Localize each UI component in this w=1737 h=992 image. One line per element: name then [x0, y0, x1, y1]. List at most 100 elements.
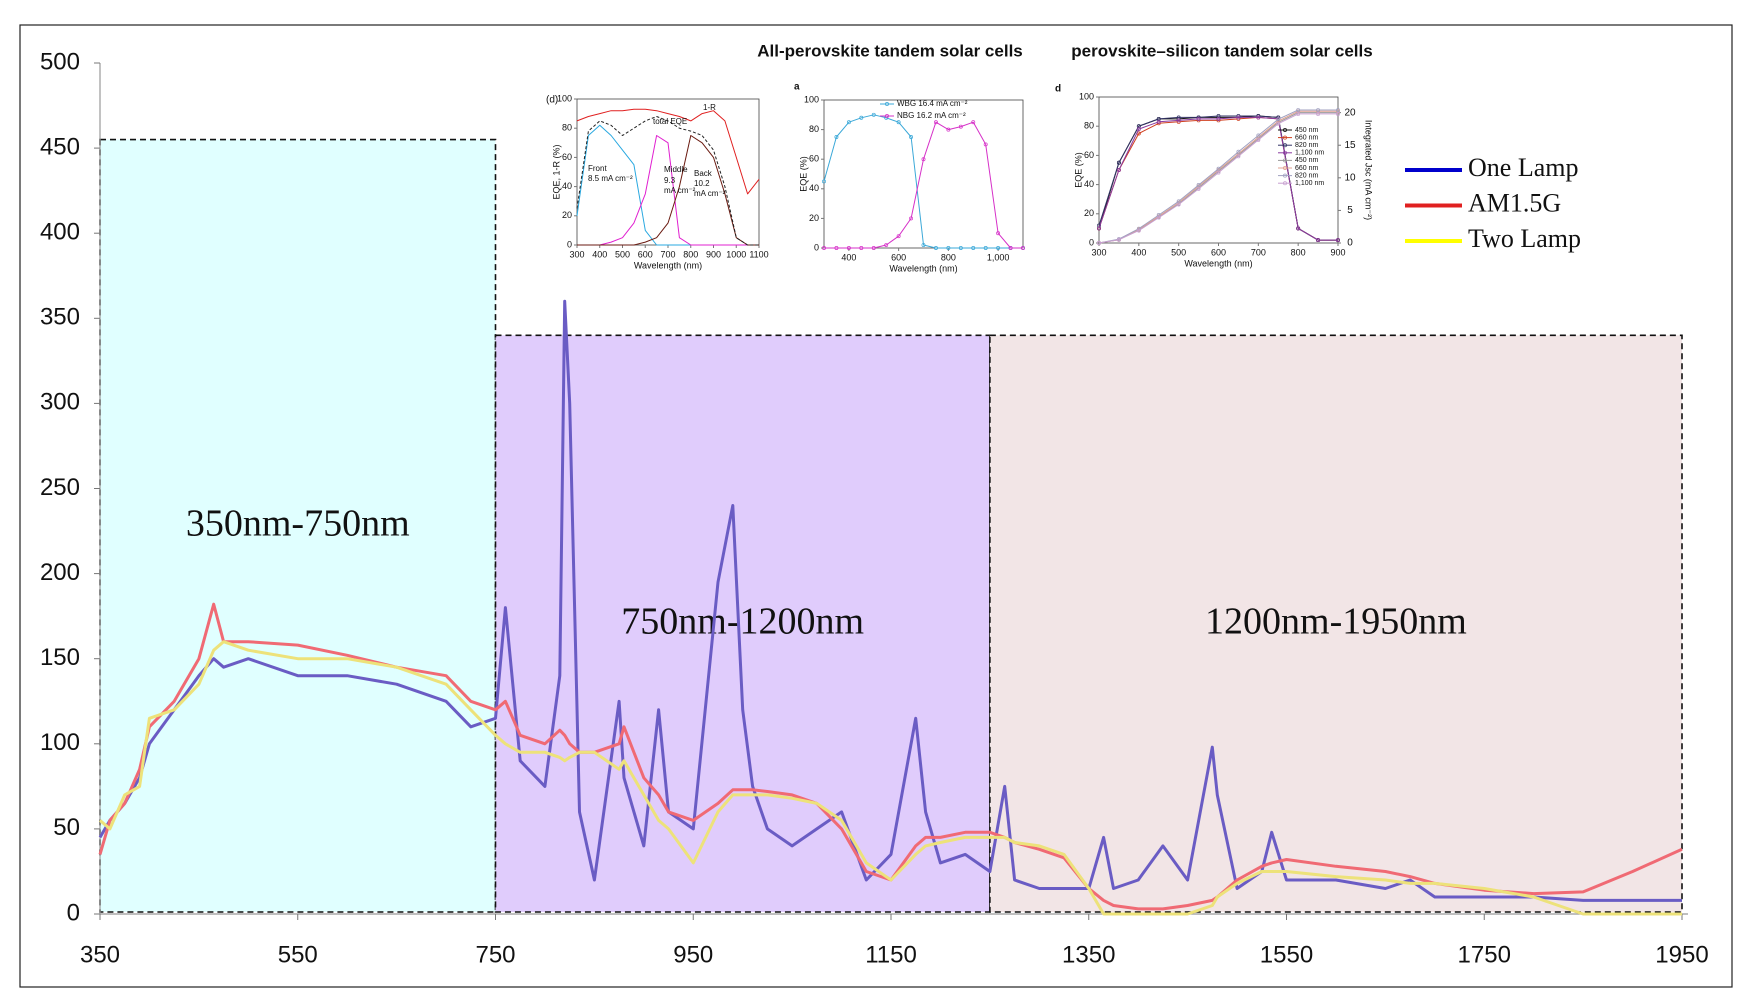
- y-tick-label: 60: [562, 152, 572, 162]
- region-label: 750nm-1200nm: [621, 600, 864, 642]
- y-tick-label: 80: [809, 124, 819, 134]
- x-tick-label: 350: [80, 941, 120, 968]
- series-marker: [909, 135, 914, 139]
- x-tick-label: 800: [683, 249, 698, 259]
- x-tick-label: 750: [475, 941, 515, 968]
- y-tick-label: 200: [40, 559, 80, 586]
- series-marker: [933, 246, 938, 250]
- y-tick-label: 100: [557, 93, 572, 103]
- legend-label: 660 nm: [1295, 165, 1319, 172]
- x-tick-label: 400: [841, 252, 856, 262]
- series-marker: [1196, 186, 1201, 191]
- legend-label: NBG 16.2 mA cm⁻²: [897, 111, 966, 120]
- series-marker: [859, 115, 864, 120]
- series-line: [577, 135, 759, 246]
- series-marker: [1316, 108, 1321, 112]
- y-tick-label: 500: [40, 48, 80, 75]
- x-tick-label: 900: [706, 249, 721, 259]
- series-marker: [834, 246, 839, 250]
- series-marker: [859, 246, 864, 250]
- y-tick-label: 100: [40, 729, 80, 756]
- series-marker: [1136, 228, 1141, 233]
- y-tick-label: 60: [809, 154, 819, 164]
- y-tick-label: 20: [562, 210, 572, 220]
- y-tick-label: 80: [562, 123, 572, 133]
- series-marker: [1008, 246, 1013, 250]
- y-axis-label: EQE, 1-R (%): [551, 144, 561, 199]
- series-marker: [983, 142, 988, 147]
- series-marker: [822, 246, 826, 250]
- x-tick-label: 1150: [865, 941, 917, 968]
- y2-tick-label: 5: [1347, 205, 1353, 216]
- series-marker: [921, 243, 926, 247]
- x-tick-label: 500: [615, 249, 630, 259]
- y2-tick-label: 10: [1344, 172, 1356, 183]
- x-tick-label: 400: [592, 249, 607, 259]
- region: [989, 334, 1683, 913]
- y-tick-label: 0: [67, 899, 80, 926]
- series-marker: [909, 216, 914, 221]
- y-tick-label: 250: [40, 474, 80, 501]
- region: [494, 334, 991, 913]
- series-marker: [1136, 131, 1141, 136]
- y-tick-label: 60: [1084, 150, 1094, 160]
- legend-marker: [1283, 173, 1287, 178]
- y-tick-label: 20: [809, 213, 819, 223]
- x-tick-label: 950: [673, 941, 713, 968]
- legend-marker: [885, 114, 889, 118]
- series-marker: [1236, 115, 1241, 120]
- series-marker: [1296, 226, 1301, 231]
- x-axis-label: Wavelength (nm): [889, 263, 957, 273]
- y-tick-label: 300: [40, 389, 80, 416]
- series-marker: [1196, 116, 1201, 121]
- x-tick-label: 900: [1330, 247, 1345, 257]
- series-marker: [871, 246, 876, 250]
- x-tick-label: 300: [569, 249, 584, 259]
- series-marker: [921, 157, 926, 162]
- annotation: Front: [588, 164, 607, 173]
- series-marker: [1116, 237, 1121, 242]
- series-marker: [971, 246, 976, 250]
- series-marker: [1136, 127, 1141, 132]
- legend-label: 450 nm: [1295, 127, 1319, 134]
- series-marker: [1021, 246, 1025, 250]
- x-tick-label: 1350: [1062, 941, 1115, 968]
- legend-label: One Lamp: [1468, 153, 1578, 182]
- legend-label: Two Lamp: [1468, 224, 1581, 253]
- annotation: 1-R: [703, 103, 716, 112]
- y-axis-label: EQE (%): [798, 156, 808, 192]
- series-marker: [1176, 118, 1181, 123]
- y-tick-label: 40: [1084, 179, 1094, 189]
- x-tick-label: 500: [1171, 247, 1186, 257]
- y-axis-label: EQE (%): [1073, 152, 1083, 188]
- x-tick-label: 1550: [1260, 941, 1313, 968]
- inset-title: All-perovskite tandem solar cells: [757, 41, 1023, 60]
- x-tick-label: 700: [660, 249, 675, 259]
- annotation: Middle: [664, 165, 688, 174]
- series-line: [576, 108, 760, 195]
- y2-tick-label: 0: [1347, 238, 1353, 249]
- series-line: [576, 116, 759, 246]
- series-marker: [884, 243, 889, 247]
- series-marker: [958, 124, 963, 129]
- y2-tick-label: 20: [1344, 107, 1356, 118]
- series-marker: [1097, 226, 1101, 231]
- series-marker: [846, 120, 851, 125]
- x-tick-label: 400: [1131, 247, 1146, 257]
- x-tick-label: 300: [1091, 247, 1106, 257]
- x-tick-label: 600: [1211, 247, 1226, 257]
- legend-label: 820 nm: [1295, 172, 1319, 179]
- series-marker: [1216, 170, 1221, 175]
- annotation: Back: [694, 169, 713, 178]
- y-tick-label: 40: [809, 183, 819, 193]
- series-line: [1098, 113, 1338, 244]
- panel-label: (d): [546, 95, 558, 106]
- series-line: [98, 299, 1682, 902]
- series-marker: [946, 127, 951, 132]
- series-marker: [983, 246, 988, 250]
- series-line: [1098, 116, 1338, 241]
- panel-label: d: [1055, 84, 1061, 95]
- legend-label: WBG 16.4 mA cm⁻²: [897, 99, 968, 108]
- series-marker: [1156, 119, 1161, 124]
